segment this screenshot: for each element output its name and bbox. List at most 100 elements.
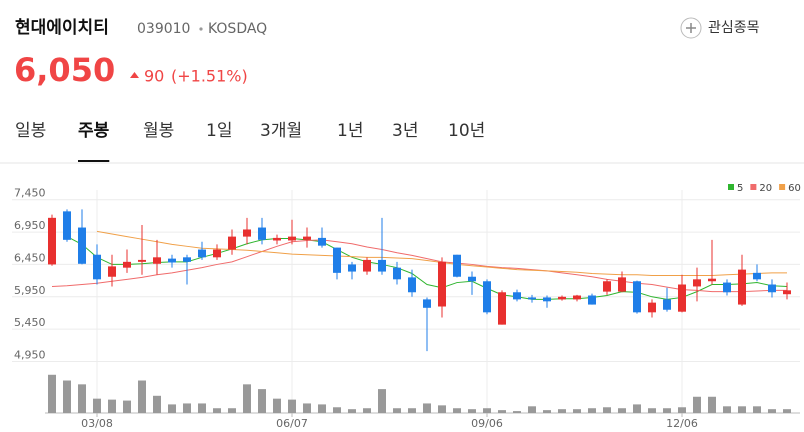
candle-body xyxy=(258,227,266,240)
candle-body xyxy=(228,236,236,250)
candle-body xyxy=(48,217,56,265)
candle-body xyxy=(363,259,371,272)
volume-bar xyxy=(603,407,611,413)
y-tick-label: 4,950 xyxy=(14,349,46,362)
volume-bar xyxy=(573,409,581,413)
volume-bar xyxy=(273,398,281,413)
candle-body xyxy=(333,247,341,273)
candle-body xyxy=(468,276,476,282)
volume-bar xyxy=(618,408,626,413)
tab[interactable]: 1일 xyxy=(206,121,232,141)
candle-body xyxy=(108,266,116,277)
volume-bar xyxy=(288,399,296,413)
volume-bar xyxy=(48,374,56,413)
watch-label[interactable]: 관심종목 xyxy=(708,20,760,36)
candle-body xyxy=(198,249,206,258)
volume-bar xyxy=(678,407,686,413)
y-tick-label: 5,450 xyxy=(14,316,46,329)
candle-body xyxy=(393,267,401,280)
volume-bar xyxy=(108,399,116,413)
candle-body xyxy=(633,281,641,313)
volume-bar xyxy=(783,409,791,413)
volume-bar xyxy=(768,409,776,413)
tab[interactable]: 3년 xyxy=(392,121,418,141)
candle-body xyxy=(678,284,686,312)
candle-body xyxy=(693,279,701,287)
y-tick-label: 7,450 xyxy=(14,187,46,200)
volume-bar xyxy=(543,410,551,413)
volume-bar xyxy=(378,389,386,413)
volume-bar xyxy=(93,398,101,413)
candle-body xyxy=(138,259,146,262)
volume-bar xyxy=(498,410,506,413)
volume-bar xyxy=(393,408,401,413)
price: 6,050 xyxy=(14,51,115,89)
volume-bar xyxy=(588,408,596,413)
candle-body xyxy=(288,236,296,241)
tab[interactable]: 10년 xyxy=(448,121,485,141)
candle-body xyxy=(768,284,776,293)
volume-bar xyxy=(183,403,191,413)
volume-bar xyxy=(513,411,521,413)
market: KOSDAQ xyxy=(208,21,267,37)
legend-label: 5 xyxy=(737,183,743,194)
volume-bar xyxy=(438,405,446,413)
candle-body xyxy=(663,299,671,310)
volume-bar xyxy=(663,408,671,413)
candle-body xyxy=(753,272,761,280)
candle-body xyxy=(648,302,656,313)
volume-bar xyxy=(528,406,536,413)
legend-label: 60 xyxy=(788,183,801,194)
candle-body xyxy=(303,236,311,240)
separator-dot xyxy=(199,27,203,31)
tab[interactable]: 월봉 xyxy=(143,121,174,141)
candle-body xyxy=(78,227,86,264)
tab[interactable]: 1년 xyxy=(337,121,363,141)
candle-body xyxy=(243,229,251,237)
volume-bar xyxy=(483,408,491,413)
volume-bar xyxy=(78,384,86,413)
volume-bar xyxy=(318,404,326,413)
watch-button[interactable]: 관심종목 xyxy=(680,17,760,39)
volume-bar xyxy=(333,407,341,413)
change: 90 xyxy=(144,67,164,86)
volume-bar xyxy=(633,404,641,413)
candle-body xyxy=(93,254,101,280)
legend-swatch xyxy=(750,184,757,190)
tabs: 일봉 주봉 월봉 1일 3개월 1년 3년 10년 xyxy=(15,121,485,162)
legend-swatch xyxy=(779,184,786,190)
volume-bar xyxy=(648,408,656,413)
volume-bar xyxy=(753,406,761,413)
candle-body xyxy=(723,282,731,293)
candle-body xyxy=(573,295,581,300)
candle-body xyxy=(558,296,566,300)
volume-bar xyxy=(153,395,161,413)
change-pct: (+1.51%) xyxy=(171,67,248,86)
candle-body xyxy=(453,254,461,277)
volume-bar xyxy=(708,396,716,413)
x-tick-label: 06/07 xyxy=(276,417,308,430)
volume-bar xyxy=(228,408,236,413)
volume-bar xyxy=(348,409,356,413)
y-tick-label: 6,950 xyxy=(14,219,46,232)
volume-bar xyxy=(243,384,251,413)
candle-body xyxy=(543,297,551,302)
legend-label: 20 xyxy=(759,183,772,194)
candle-body xyxy=(213,249,221,258)
tab[interactable]: 일봉 xyxy=(15,121,46,141)
stock-code: 039010 xyxy=(137,21,190,37)
volume-bar xyxy=(453,408,461,413)
candle-body xyxy=(498,292,506,325)
up-arrow xyxy=(130,72,139,78)
tab[interactable]: 주봉 xyxy=(78,121,110,141)
volume-bar xyxy=(723,406,731,413)
volume-bar xyxy=(738,406,746,413)
volume-bar xyxy=(408,408,416,413)
candle-body xyxy=(783,290,791,295)
y-tick-label: 6,450 xyxy=(14,251,46,264)
x-tick-label: 12/06 xyxy=(666,417,698,430)
candle-body xyxy=(318,237,326,246)
tab[interactable]: 3개월 xyxy=(260,121,302,141)
candle-body xyxy=(123,261,131,268)
candle-body xyxy=(513,292,521,300)
